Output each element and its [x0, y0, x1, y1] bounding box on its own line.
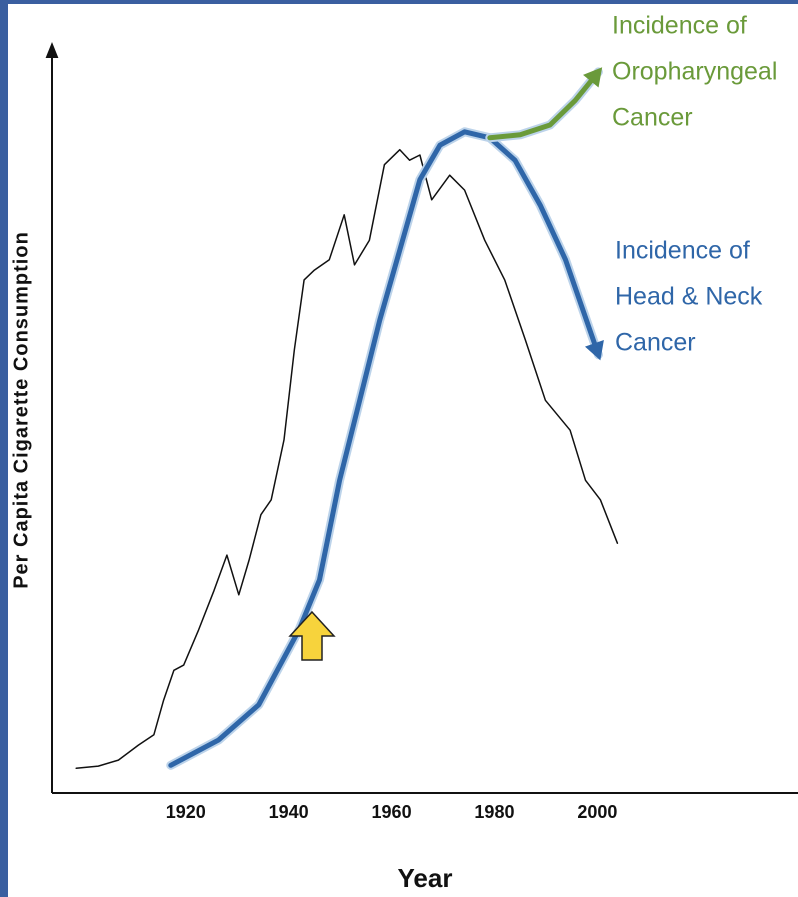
- x-axis-label: Year: [398, 863, 453, 893]
- x-tick-label: 1960: [372, 802, 412, 822]
- series-label: Cancer: [612, 104, 693, 132]
- plot: 1920 1940 1960 1980 2000 Incidence of Head & N…: [75, 12, 777, 822]
- arrow-head: [585, 340, 604, 361]
- frame-top: [0, 0, 798, 4]
- line: [168, 129, 601, 768]
- line-outline: [166, 127, 603, 770]
- series-label: Oropharyngeal: [612, 58, 777, 86]
- series-label: Incidence of: [612, 12, 747, 40]
- line: [75, 148, 619, 770]
- x-tick-label: 2000: [577, 802, 617, 822]
- highlight-arrow: [288, 610, 336, 661]
- x-tick-label: 1920: [166, 802, 206, 822]
- series-label: Cancer: [615, 329, 696, 357]
- x-tick-label: 1980: [474, 802, 514, 822]
- x-tick-label: 1940: [269, 802, 309, 822]
- y-axis-label: Per Capita Cigarette Consumption: [10, 231, 32, 589]
- line: [487, 69, 601, 141]
- series-label: Head & Neck: [615, 283, 763, 311]
- arrow-head: [583, 67, 603, 88]
- frame-left: [0, 0, 8, 897]
- series-label: Incidence of: [615, 237, 750, 265]
